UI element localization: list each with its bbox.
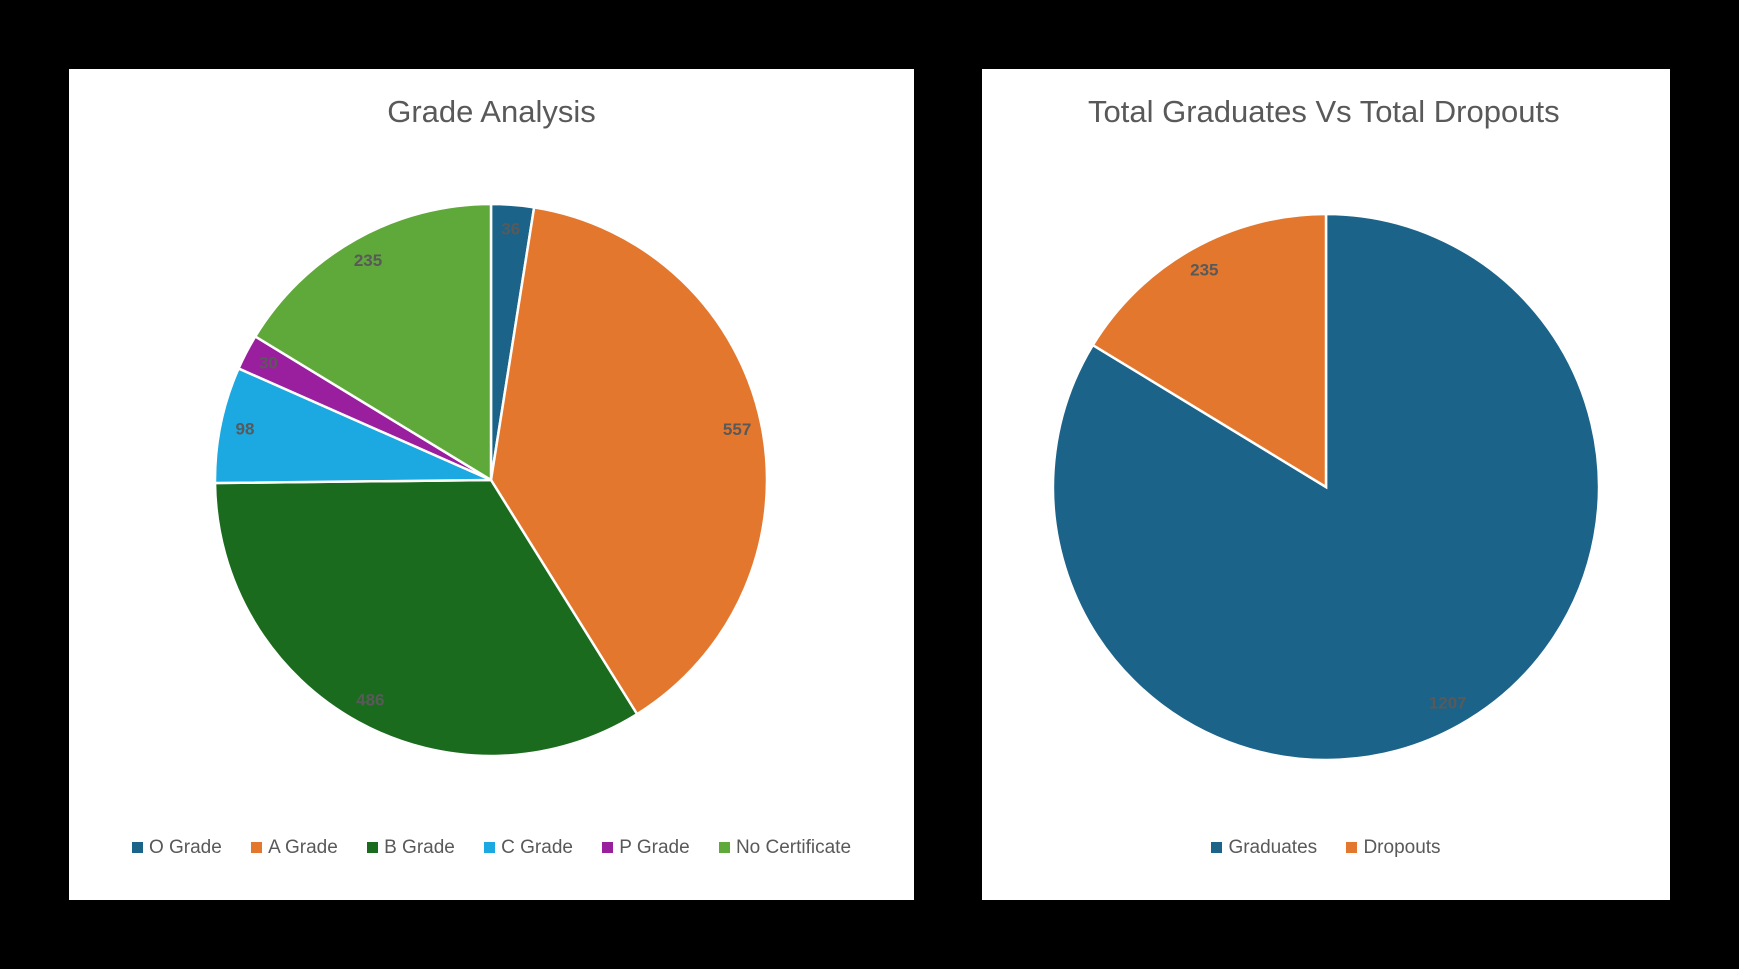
svg-text:36: 36 (501, 220, 520, 239)
svg-text:557: 557 (723, 420, 751, 439)
svg-text:98: 98 (236, 420, 255, 439)
svg-text:30: 30 (259, 354, 278, 373)
svg-text:235: 235 (1190, 260, 1218, 279)
svg-text:486: 486 (356, 690, 384, 709)
svg-text:1207: 1207 (1429, 694, 1467, 713)
svg-text:235: 235 (354, 251, 382, 270)
